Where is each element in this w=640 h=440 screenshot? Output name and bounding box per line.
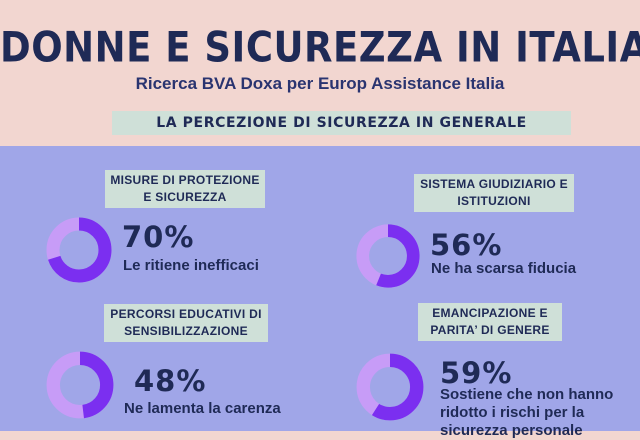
stats-panel: MISURE DI PROTEZIONE E SICUREZZA 70% Le … — [0, 146, 640, 439]
stat-description: Ne lamenta la carenza — [124, 400, 281, 417]
percentage-value: 56% — [430, 228, 503, 262]
stat-description: Sostiene che non hanno ridotto i rischi … — [440, 386, 614, 439]
stat-description: Le ritiene inefficaci — [123, 257, 259, 274]
category-label: MISURE DI PROTEZIONE E SICUREZZA — [105, 170, 265, 208]
stat-description: Ne ha scarsa fiducia — [431, 260, 577, 277]
section-header: LA PERCEZIONE DI SICUREZZA IN GENERALE — [112, 111, 571, 135]
donut-value-segment — [46, 351, 114, 419]
category-label: PERCORSI EDUCATIVI DI SENSIBILIZZAZIONE — [104, 304, 268, 342]
donut-chart — [46, 217, 112, 283]
donut-chart — [356, 224, 420, 288]
donut-value-segment — [356, 353, 424, 421]
category-label: SISTEMA GIUDIZIARIO E ISTITUZIONI — [414, 174, 574, 212]
page-title: DONNE E SICUREZZA IN ITALIA — [0, 23, 640, 72]
percentage-value: 48% — [134, 364, 207, 398]
category-label: EMANCIPAZIONE E PARITA’ DI GENERE — [418, 303, 562, 341]
donut-chart — [46, 351, 114, 419]
donut-chart — [356, 353, 424, 421]
donut-value-segment — [46, 217, 112, 283]
page-subtitle: Ricerca BVA Doxa per Europ Assistance It… — [135, 74, 505, 93]
percentage-value: 59% — [440, 356, 513, 390]
percentage-value: 70% — [122, 220, 195, 254]
donut-value-segment — [356, 224, 420, 288]
